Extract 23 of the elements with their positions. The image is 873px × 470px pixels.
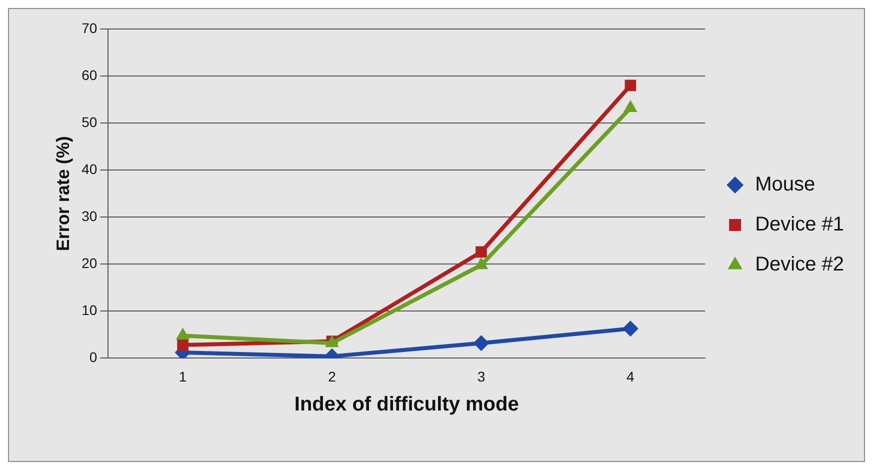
x-tick-label: 1 <box>178 368 187 384</box>
point <box>473 335 490 352</box>
point <box>176 328 190 340</box>
point <box>624 80 636 92</box>
y-tick-label: 70 <box>82 20 98 36</box>
y-tick-label: 20 <box>82 255 98 271</box>
y-tick-label: 40 <box>82 160 98 177</box>
y-tick-label: 0 <box>89 349 98 366</box>
legend-label: Device #2 <box>755 254 844 276</box>
x-tick-label: 3 <box>477 368 486 384</box>
y-axis-title: Error rate (%) <box>52 136 73 252</box>
legend-label: Mouse <box>755 174 816 196</box>
x-axis-title: Index of difficulty mode <box>294 394 519 416</box>
legend-label: Device #1 <box>755 214 844 236</box>
point <box>177 339 188 351</box>
y-tick-label: 50 <box>82 114 98 130</box>
y-tick-label: 60 <box>82 66 98 83</box>
point <box>622 320 638 337</box>
y-tick-label: 10 <box>82 302 98 318</box>
x-tick-label: 2 <box>328 368 336 384</box>
point <box>476 246 487 258</box>
y-tick-label: 30 <box>82 208 98 224</box>
x-tick-label: 4 <box>626 368 635 384</box>
